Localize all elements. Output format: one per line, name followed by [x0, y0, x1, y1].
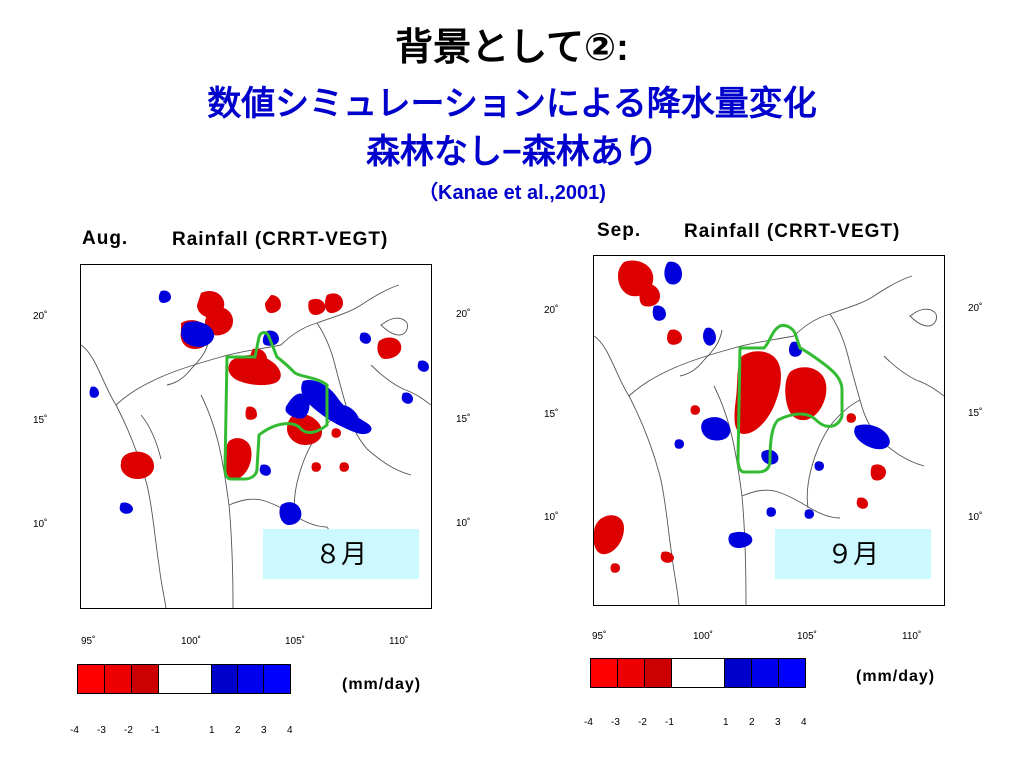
colorbar-swatch	[238, 665, 264, 693]
colorbar-swatch	[132, 665, 159, 693]
colorbar-units: (mm/day)	[856, 668, 936, 685]
page-title: 背景として②:	[395, 27, 629, 69]
panel-month-label: Aug.	[82, 228, 129, 249]
colorbar-swatch	[645, 659, 672, 687]
lat-label-left: 20˚	[544, 305, 559, 316]
lon-label: 105˚	[285, 636, 306, 647]
page-subtitle-line1: 数値シミュレーションによる降水量変化	[207, 85, 817, 123]
colorbar-tick: -1	[151, 725, 160, 736]
colorbar-tick: 4	[287, 725, 293, 736]
colorbar-tick: -4	[70, 725, 79, 736]
lon-label: 95˚	[592, 631, 607, 642]
month-badge: ９月	[775, 529, 931, 579]
lat-label-right: 10˚	[456, 518, 471, 529]
colorbar-tick: -2	[124, 725, 133, 736]
colorbar-tick: 3	[775, 717, 781, 728]
colorbar-tick: 2	[749, 717, 755, 728]
month-badge: ８月	[263, 529, 419, 579]
colorbar-swatch	[618, 659, 645, 687]
colorbar-swatch	[212, 665, 238, 693]
lon-label: 100˚	[693, 631, 714, 642]
colorbar-tick: -2	[638, 717, 647, 728]
lat-label-left: 15˚	[544, 409, 559, 420]
colorbar-swatch	[725, 659, 752, 687]
colorbar-tick: 2	[235, 725, 241, 736]
lat-label-left: 20˚	[33, 311, 48, 322]
colorbar-tick: -1	[665, 717, 674, 728]
august-rainfall-map: ８月	[80, 264, 432, 609]
lon-label: 110˚	[902, 631, 922, 642]
lat-label-right: 15˚	[456, 414, 471, 425]
lon-label: 110˚	[389, 636, 409, 647]
september-rainfall-map: ９月	[593, 255, 945, 606]
lat-label-left: 10˚	[544, 512, 559, 523]
colorbar-tick: -3	[611, 717, 620, 728]
study-region-outline	[223, 331, 329, 481]
colorbar-tick: 1	[723, 717, 729, 728]
colorbar-tick: -3	[97, 725, 106, 736]
colorbar-units: (mm/day)	[342, 676, 422, 693]
panel-title: Rainfall (CRRT-VEGT)	[684, 221, 901, 242]
colorbar-swatch	[159, 665, 212, 693]
colorbar-tick: -4	[584, 717, 593, 728]
lon-label: 95˚	[81, 636, 96, 647]
september-map-graphic	[594, 260, 944, 605]
colorbar	[77, 664, 291, 694]
study-region-outline	[736, 324, 844, 474]
panel-title: Rainfall (CRRT-VEGT)	[172, 229, 389, 250]
colorbar-tick: 4	[801, 717, 807, 728]
colorbar-swatch	[78, 665, 105, 693]
lon-label: 100˚	[181, 636, 202, 647]
august-map-graphic	[81, 284, 431, 608]
colorbar-tick: 1	[209, 725, 215, 736]
colorbar-swatch	[591, 659, 618, 687]
colorbar-swatch	[672, 659, 725, 687]
colorbar	[590, 658, 806, 688]
lat-label-left: 10˚	[33, 519, 48, 530]
lat-label-right: 20˚	[968, 303, 983, 314]
lat-label-right: 20˚	[456, 309, 471, 320]
citation: （Kanae et al.,2001)	[418, 182, 606, 204]
panel-month-label: Sep.	[597, 220, 642, 241]
colorbar-swatch	[752, 659, 779, 687]
lat-label-left: 15˚	[33, 415, 48, 426]
colorbar-swatch	[779, 659, 805, 687]
lat-label-right: 10˚	[968, 512, 983, 523]
lon-label: 105˚	[797, 631, 818, 642]
page-subtitle-line2: 森林なし−森林あり	[366, 133, 658, 171]
colorbar-tick: 3	[261, 725, 267, 736]
colorbar-swatch	[105, 665, 132, 693]
lat-label-right: 15˚	[968, 408, 983, 419]
colorbar-swatch	[264, 665, 290, 693]
